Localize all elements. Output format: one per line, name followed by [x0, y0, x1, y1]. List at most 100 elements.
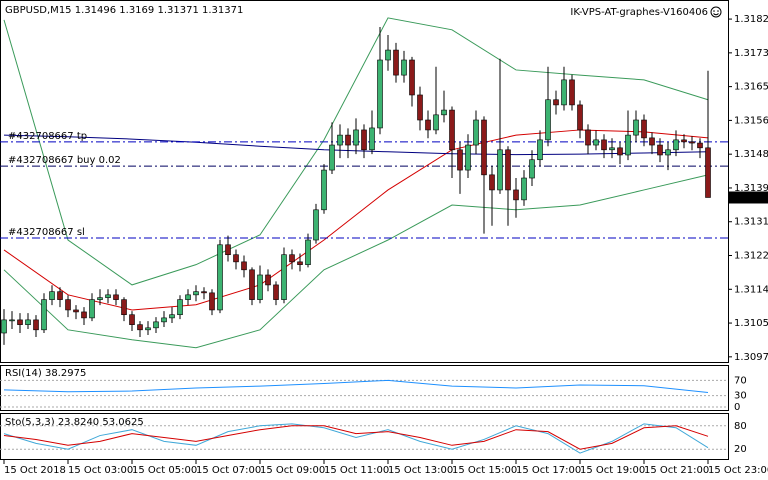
- y-tick-label: 30: [734, 391, 747, 402]
- candle-body: [105, 294, 111, 298]
- x-tick-label: 15 Oct 21:00: [644, 465, 709, 476]
- x-tick-label: 15 Oct 19:00: [580, 465, 645, 476]
- candle-body: [665, 149, 671, 156]
- close-price: 1.31371: [202, 5, 243, 16]
- rsi-title: RSI(14) 38.2975: [5, 368, 86, 379]
- candle-body: [137, 324, 143, 331]
- candle-body: [193, 291, 199, 296]
- stoch-panel: [0, 413, 729, 460]
- candle-body: [321, 169, 327, 211]
- candle-body: [89, 299, 95, 319]
- candle-body: [657, 144, 663, 156]
- y-tick-label: 80: [734, 421, 747, 432]
- candle-body: [641, 119, 647, 139]
- candle-body: [369, 127, 375, 151]
- candle-body: [577, 104, 583, 131]
- candle-body: [257, 274, 263, 300]
- candle-body: [425, 119, 431, 131]
- low-price: 1.31371: [157, 5, 198, 16]
- candle-body: [1, 319, 7, 334]
- x-tick-label: 15 Oct 05:00: [132, 465, 197, 476]
- y-tick-label: 1.31225: [734, 251, 768, 262]
- symbol-header: GBPUSD,M15 1.31496 1.3169 1.31371 1.3137…: [5, 5, 243, 16]
- candle-body: [81, 311, 87, 319]
- candle-body: [585, 129, 591, 146]
- candle-body: [465, 144, 471, 171]
- candle-body: [57, 291, 63, 300]
- price-box: [729, 191, 768, 204]
- candle-body: [121, 299, 127, 316]
- y-tick-label: 1.31650: [734, 82, 768, 93]
- y-tick-label: 1.31565: [734, 115, 768, 126]
- x-tick-label: 15 Oct 11:00: [324, 465, 389, 476]
- candle-body: [249, 269, 255, 300]
- candle-body: [513, 189, 519, 201]
- candle-body: [609, 147, 615, 151]
- high-price: 1.3169: [119, 5, 154, 16]
- rsi-panel: [0, 365, 729, 411]
- x-tick-label: 15 Oct 17:00: [516, 465, 581, 476]
- candle-body: [673, 139, 679, 151]
- y-tick-label: 0: [734, 402, 740, 413]
- candle-body: [9, 319, 15, 322]
- candle-body: [417, 94, 423, 121]
- current-price: 1.31371: [732, 192, 768, 203]
- main-panel: [0, 0, 729, 363]
- candle-body: [433, 114, 439, 131]
- candle-body: [217, 244, 223, 311]
- candle-body: [41, 299, 47, 331]
- symbol: GBPUSD,M15: [5, 5, 72, 16]
- candle-body: [473, 119, 479, 146]
- y-tick-label: 20: [734, 444, 747, 455]
- x-tick-label: 15 Oct 07:00: [196, 465, 261, 476]
- candle-body: [409, 59, 415, 96]
- x-tick-label: 15 Oct 2018: [4, 465, 66, 476]
- stoch-title: Sto(5,3,3) 23.8240 53.0625: [5, 417, 144, 428]
- candle-body: [497, 149, 503, 191]
- candle-body: [233, 254, 239, 263]
- candle-body: [129, 314, 135, 325]
- candle-body: [441, 109, 447, 116]
- candle-body: [225, 244, 231, 256]
- order-label: #432708667 tp: [8, 131, 87, 142]
- candle-body: [25, 319, 31, 325]
- candle-body: [337, 134, 343, 146]
- candle-body: [449, 109, 455, 151]
- candle-body: [401, 59, 407, 76]
- candle-body: [153, 321, 159, 329]
- candle-body: [601, 139, 607, 151]
- candle-body: [633, 119, 639, 136]
- candle-body: [209, 292, 215, 311]
- candle-body: [489, 174, 495, 191]
- candle-body: [73, 309, 79, 313]
- candle-body: [177, 299, 183, 316]
- candle-body: [529, 159, 535, 179]
- candle-body: [385, 49, 391, 61]
- x-tick-label: 15 Oct 23:00: [708, 465, 768, 476]
- x-tick-label: 15 Oct 03:00: [68, 465, 133, 476]
- candle-body: [553, 99, 559, 106]
- y-tick-label: 1.31735: [734, 48, 768, 59]
- candle-body: [705, 147, 711, 198]
- candle-body: [289, 254, 295, 263]
- candle-body: [361, 129, 367, 151]
- candle-body: [393, 49, 399, 76]
- candle-body: [185, 294, 191, 300]
- candle-body: [297, 261, 303, 265]
- candle-body: [97, 297, 103, 300]
- candle-body: [617, 147, 623, 156]
- candle-body: [521, 177, 527, 201]
- candle-body: [593, 139, 599, 146]
- candle-body: [305, 239, 311, 265]
- candle-body: [345, 134, 351, 146]
- candle-body: [265, 274, 271, 286]
- candle-body: [281, 254, 287, 300]
- y-tick-label: 1.31140: [734, 284, 768, 295]
- candle-body: [65, 299, 71, 311]
- candle-body: [49, 291, 55, 300]
- candle-body: [33, 319, 39, 331]
- candle-body: [681, 139, 687, 143]
- candle-body: [561, 79, 567, 106]
